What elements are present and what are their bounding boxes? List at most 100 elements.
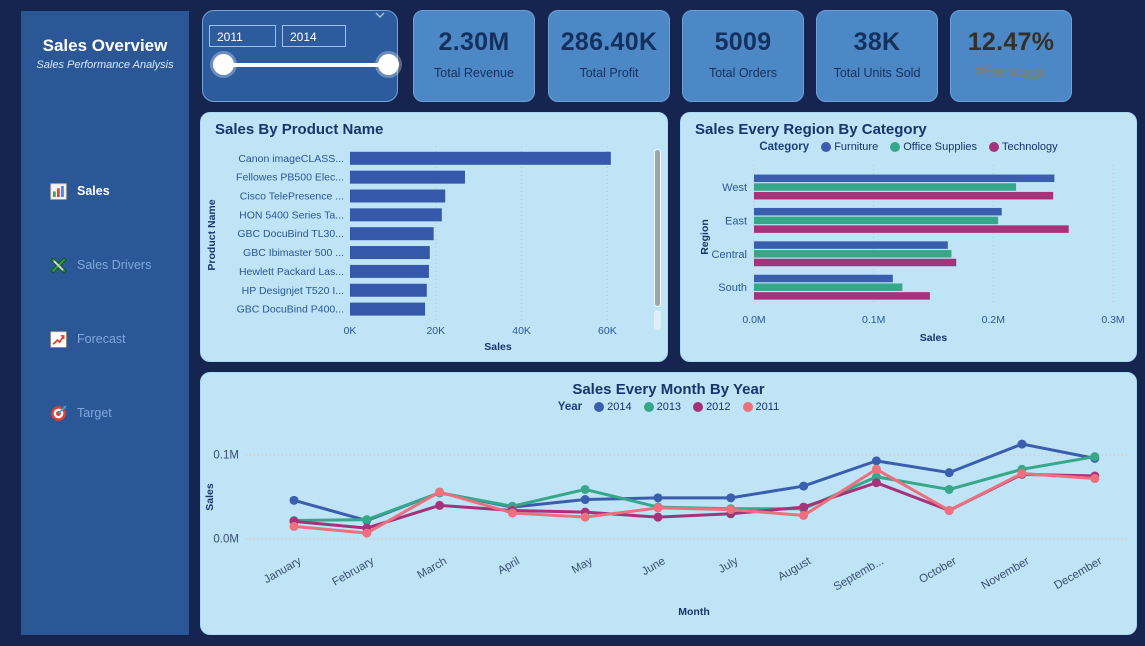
legend-item-2012[interactable]: 2012	[693, 401, 731, 413]
point-2013-February[interactable]	[362, 515, 372, 525]
month-line-chart-plot: 0.0M 0.1M January February March April May June…	[204, 439, 1129, 618]
legend-item-2014[interactable]: 2014	[594, 401, 632, 413]
bar-East-Office Supplies[interactable]	[754, 216, 999, 225]
bar-Hewlett Packard Las...[interactable]	[350, 264, 429, 278]
kpi-profit-margin[interactable]: 12.47% Profit Margin	[950, 10, 1072, 102]
y-axis-title: Region	[699, 219, 711, 255]
point-2014-August[interactable]	[799, 481, 809, 491]
slider-handle-end[interactable]	[378, 54, 399, 75]
point-2013-May[interactable]	[580, 484, 590, 494]
kpi-total-revenue[interactable]: 2.30M Total Revenue	[413, 10, 535, 102]
category-label: South	[718, 282, 747, 294]
point-2011-May[interactable]	[580, 512, 590, 522]
point-2011-December[interactable]	[1090, 474, 1100, 484]
collapse-chevron-icon[interactable]	[375, 12, 385, 18]
bar-HON 5400 Series Ta...[interactable]	[350, 208, 442, 222]
scrollbar-track	[654, 310, 661, 330]
point-2011-June[interactable]	[653, 503, 663, 513]
category-label: West	[722, 182, 747, 194]
point-2014-Septemb...[interactable]	[871, 456, 881, 466]
bar-East-Technology[interactable]	[754, 225, 1069, 233]
legend-item-2011[interactable]: 2011	[742, 401, 779, 413]
bar-Fellowes PB500 Elec...[interactable]	[350, 170, 465, 184]
y-tick-label: 0.0M	[213, 534, 239, 546]
kpi-value: 38K	[853, 28, 901, 56]
point-2011-Septemb...[interactable]	[871, 464, 881, 474]
point-2011-March[interactable]	[435, 487, 445, 497]
legend-item-2013[interactable]: 2013	[643, 401, 682, 413]
point-2011-August[interactable]	[799, 510, 809, 520]
bar-West-Technology[interactable]	[754, 191, 1054, 200]
bar-Canon imageCLASS...[interactable]	[350, 151, 611, 165]
legend-item-furniture[interactable]: Furniture	[821, 141, 878, 153]
x-axis-title: Sales	[920, 332, 948, 344]
bar-West-Furniture[interactable]	[754, 174, 1055, 183]
point-2014-July[interactable]	[726, 493, 736, 503]
point-2012-June[interactable]	[653, 512, 663, 522]
point-2011-February[interactable]	[362, 528, 372, 538]
sales-drivers-icon	[50, 256, 67, 274]
page-title: Sales Overview	[42, 36, 168, 55]
category-label: GBC DocuBind P400...	[237, 304, 344, 316]
year-range-slicer: 2011 2014	[202, 10, 399, 102]
legend-label: 2013	[656, 401, 682, 413]
point-2014-June[interactable]	[653, 493, 663, 503]
point-2011-October[interactable]	[944, 505, 954, 515]
bar-Central-Furniture[interactable]	[754, 241, 948, 249]
bar-Cisco TelePresence ...[interactable]	[350, 189, 446, 203]
kpi-label: Profit Margin	[975, 66, 1047, 80]
slider-handle-start[interactable]	[213, 54, 234, 75]
bar-GBC Ibimaster 500 ...[interactable]	[350, 246, 430, 260]
y-tick-label: 0.1M	[213, 450, 239, 462]
legend-label: Technology	[1002, 141, 1058, 153]
kpi-label: Total Revenue	[434, 66, 514, 80]
point-2014-January[interactable]	[289, 495, 299, 505]
sidebar: Sales Overview Sales Performance Analysi…	[21, 11, 189, 635]
bar-East-Furniture[interactable]	[754, 207, 1002, 216]
bar-South-Furniture[interactable]	[754, 274, 893, 283]
point-2013-December[interactable]	[1090, 452, 1100, 462]
sidebar-item-sales-drivers[interactable]: Sales Drivers	[50, 256, 151, 274]
bar-West-Office Supplies[interactable]	[754, 183, 1017, 191]
bar-GBC DocuBind P400...[interactable]	[350, 302, 426, 316]
end-year-input[interactable]: 2014	[282, 25, 346, 47]
x-tick-label: 20K	[426, 325, 445, 337]
bar-GBC DocuBind TL30...[interactable]	[350, 227, 434, 241]
bar-Central-Technology[interactable]	[754, 258, 957, 267]
start-year-input[interactable]: 2011	[209, 25, 276, 47]
product-chart-scrollbar[interactable]	[654, 149, 661, 330]
point-2014-October[interactable]	[944, 468, 954, 478]
year-range-slider-track[interactable]	[223, 63, 389, 67]
kpi-label: Total Profit	[579, 66, 639, 80]
point-2012-March[interactable]	[435, 500, 445, 510]
bar-South-Technology[interactable]	[754, 292, 930, 300]
point-2012-August[interactable]	[799, 502, 809, 512]
bar-Central-Office Supplies[interactable]	[754, 250, 952, 258]
point-2013-October[interactable]	[944, 484, 954, 494]
x-axis-title: Month	[678, 606, 710, 618]
point-2012-Septemb...[interactable]	[871, 478, 881, 488]
legend-dot-icon	[989, 142, 1000, 152]
point-2011-January[interactable]	[289, 521, 299, 531]
region-chart-legend: Category Furniture Office Supplies Technolo…	[681, 141, 1136, 153]
sidebar-item-target[interactable]: Target	[50, 404, 151, 422]
x-tick-label: July	[717, 555, 741, 576]
kpi-value: 286.40K	[560, 28, 658, 56]
sidebar-item-forecast[interactable]: Forecast	[50, 330, 151, 348]
line-2011[interactable]	[293, 467, 1095, 535]
sidebar-item-sales[interactable]: Sales	[50, 182, 151, 200]
legend-item-technology[interactable]: Technology	[989, 141, 1058, 153]
kpi-total-profit[interactable]: 286.40K Total Profit	[548, 10, 670, 102]
point-2011-July[interactable]	[726, 505, 736, 515]
scrollbar-thumb[interactable]	[654, 149, 661, 307]
point-2011-November[interactable]	[1017, 468, 1027, 478]
kpi-total-orders[interactable]: 5009 Total Orders	[682, 10, 804, 102]
kpi-total-units-sold[interactable]: 38K Total Units Sold	[816, 10, 938, 102]
point-2014-May[interactable]	[580, 495, 590, 505]
bar-South-Office Supplies[interactable]	[754, 283, 903, 291]
legend-item-office-supplies[interactable]: Office Supplies	[890, 141, 977, 153]
point-2014-November[interactable]	[1017, 439, 1027, 449]
point-2011-April[interactable]	[507, 508, 517, 518]
bar-HP Designjet T520 I...[interactable]	[350, 283, 427, 297]
line-2013[interactable]	[293, 455, 1096, 523]
